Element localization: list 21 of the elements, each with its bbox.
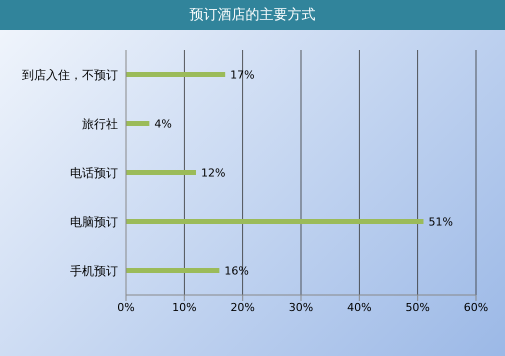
x-tick-label: 50% <box>405 300 430 314</box>
y-tick-label: 旅行社 <box>82 116 118 131</box>
x-tick-label: 60% <box>464 300 488 314</box>
data-label: 12% <box>201 166 226 180</box>
bar <box>126 268 220 273</box>
x-tick-label: 40% <box>347 300 372 314</box>
y-tick-label: 电脑预订 <box>70 214 118 229</box>
data-label: 51% <box>428 215 453 228</box>
chart-title: 预订酒店的主要方式 <box>0 0 505 30</box>
y-tick-label: 到店入住，不预订 <box>22 68 118 82</box>
data-label: 4% <box>154 117 172 130</box>
bar <box>126 170 196 175</box>
x-tick-label: 10% <box>172 300 197 314</box>
bar <box>126 72 226 77</box>
x-tick-label: 20% <box>230 300 255 314</box>
y-tick-label: 电话预订 <box>70 166 118 180</box>
bar <box>126 121 150 126</box>
x-tick-label: 30% <box>288 300 314 314</box>
y-tick-label: 手机预订 <box>70 264 118 278</box>
bar <box>126 219 424 224</box>
x-tick-label: 0% <box>117 300 135 314</box>
